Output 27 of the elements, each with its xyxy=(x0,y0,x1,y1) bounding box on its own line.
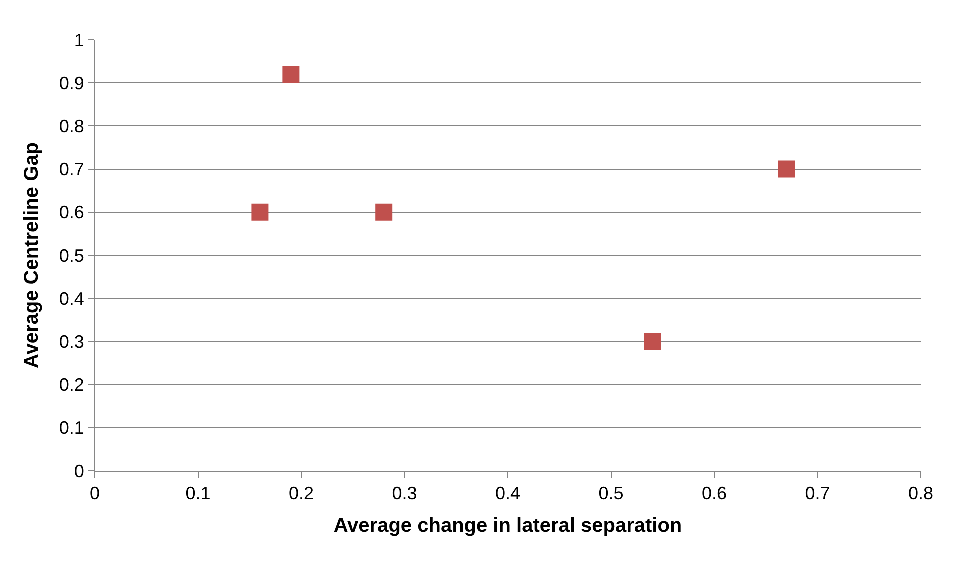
x-tick-label: 0 xyxy=(90,484,100,504)
x-tick-label: 0.1 xyxy=(186,484,211,504)
point xyxy=(778,160,796,178)
y-tick-label: 1 xyxy=(74,30,84,50)
x-tick-label: 0.4 xyxy=(495,484,521,504)
y-tick-label: 0.8 xyxy=(59,116,84,136)
x-tick-label: 0.5 xyxy=(598,484,624,504)
y-tick-label: 0.9 xyxy=(59,73,84,94)
y-axis-title: Average Centreline Gap xyxy=(20,142,43,369)
y-tick-label: 0.5 xyxy=(59,246,84,266)
x-tick-label: 0.2 xyxy=(288,484,314,504)
y-tick-label: 0.7 xyxy=(59,160,84,180)
y-tick-label: 0.1 xyxy=(59,418,84,438)
x-tick-label: 0.7 xyxy=(805,484,830,504)
y-tick-label: 0.6 xyxy=(59,202,84,223)
y-tick-label: 0.3 xyxy=(59,332,84,352)
x-tick-label: 0.8 xyxy=(908,484,934,504)
x-tick-label: 0.6 xyxy=(702,484,728,504)
point xyxy=(252,204,269,221)
y-tick-label: 0.4 xyxy=(59,288,84,309)
y-tick-label: 0.2 xyxy=(59,375,84,396)
point xyxy=(376,204,393,221)
point xyxy=(644,333,662,350)
point xyxy=(282,66,300,83)
x-tick-label: 0.3 xyxy=(392,484,418,504)
y-tick-label: 0 xyxy=(74,461,84,482)
x-axis-title: Average change in lateral separation xyxy=(334,515,682,538)
